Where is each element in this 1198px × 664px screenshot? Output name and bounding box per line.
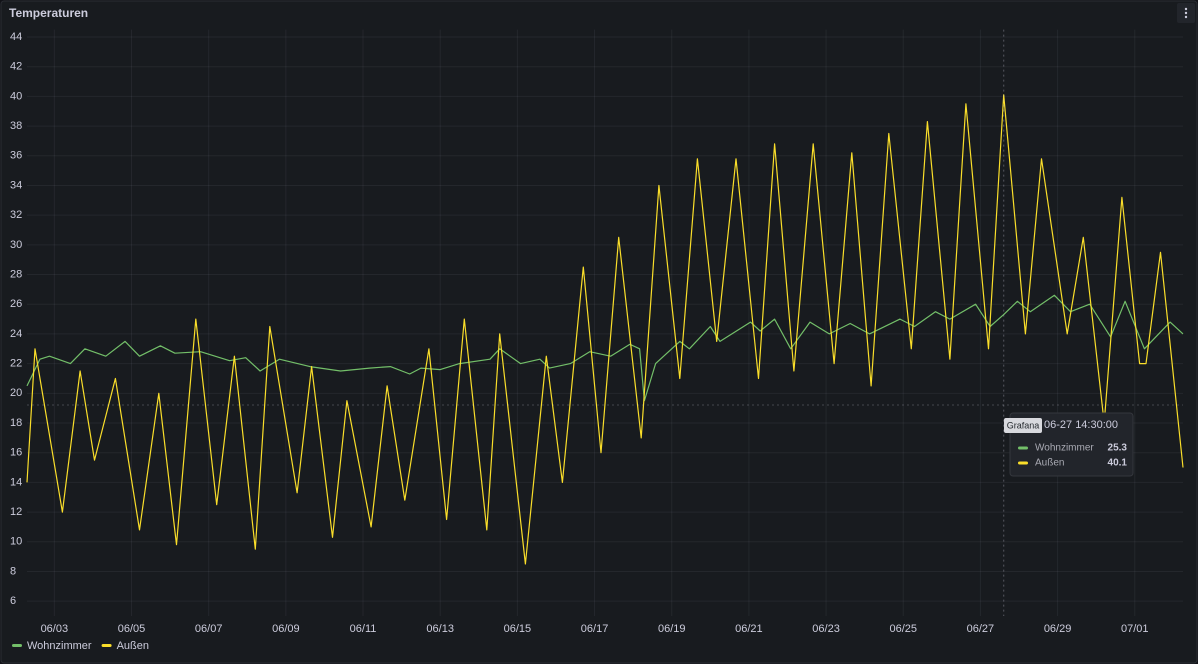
x-tick-label: 06/25 <box>889 623 917 635</box>
x-tick-label: 06/13 <box>426 623 454 635</box>
x-tick-label: 06/27 <box>967 623 995 635</box>
tooltip-badge-bg <box>1004 418 1042 433</box>
x-tick-label: 06/29 <box>1044 623 1072 635</box>
y-tick-label: 30 <box>10 239 22 251</box>
tooltip-series-name: Wohnzimmer <box>1035 443 1094 454</box>
panel-title: Temperaturen <box>9 6 88 20</box>
y-tick-label: 16 <box>10 447 22 459</box>
x-tick-label: 06/17 <box>581 623 609 635</box>
tooltip-swatch <box>1018 461 1028 465</box>
y-tick-label: 34 <box>10 179 22 191</box>
series-line <box>26 294 1184 402</box>
tooltip-badge: Grafana <box>1007 420 1040 430</box>
legend-swatch <box>12 644 22 647</box>
panel-menu[interactable] <box>1177 3 1195 23</box>
y-tick-label: 26 <box>10 298 22 310</box>
y-tick-label: 14 <box>10 476 22 488</box>
legend-label: Außen <box>117 640 149 652</box>
y-tick-label: 42 <box>10 61 22 73</box>
x-tick-label: 07/01 <box>1121 623 1149 635</box>
tooltip-value: 25.3 <box>1108 443 1128 454</box>
y-tick-label: 6 <box>10 595 16 607</box>
tooltip-time: 06-27 14:30:00 <box>1044 419 1118 431</box>
series-line <box>26 94 1184 565</box>
legend-swatch <box>101 644 112 647</box>
y-tick-label: 22 <box>10 358 22 370</box>
x-tick-label: 06/23 <box>812 623 840 635</box>
y-tick-label: 18 <box>10 417 22 429</box>
y-tick-label: 38 <box>10 120 22 132</box>
tooltip-value: 40.1 <box>1108 458 1128 469</box>
y-tick-label: 44 <box>10 31 22 43</box>
y-tick-label: 32 <box>10 209 22 221</box>
legend-label: Wohnzimmer <box>27 640 92 652</box>
y-tick-label: 8 <box>10 565 16 577</box>
x-tick-label: 06/15 <box>504 623 532 635</box>
y-tick-label: 28 <box>10 268 22 280</box>
tooltip-series-name: Außen <box>1035 458 1064 469</box>
y-tick-label: 12 <box>10 506 22 518</box>
x-tick-label: 06/21 <box>735 623 763 635</box>
y-tick-label: 10 <box>10 536 22 548</box>
x-tick-label: 06/07 <box>195 623 223 635</box>
y-tick-label: 24 <box>10 328 22 340</box>
y-tick-label: 20 <box>10 387 22 399</box>
x-tick-label: 06/19 <box>658 623 686 635</box>
y-tick-label: 40 <box>10 90 22 102</box>
x-tick-label: 06/03 <box>41 623 69 635</box>
x-tick-label: 06/11 <box>350 623 377 635</box>
y-tick-label: 36 <box>10 150 22 162</box>
tooltip-swatch <box>1018 446 1028 450</box>
x-tick-label: 06/09 <box>272 623 300 635</box>
x-tick-label: 06/05 <box>118 623 146 635</box>
